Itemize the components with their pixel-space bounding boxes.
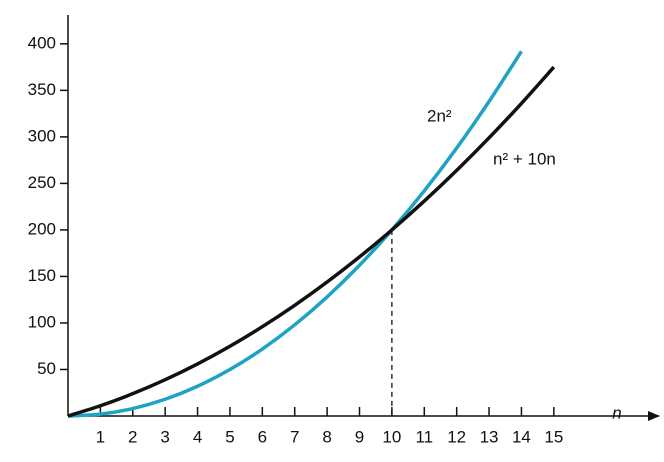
x-tick-label: 15 (544, 427, 563, 446)
x-tick-label: 1 (96, 427, 105, 446)
x-tick-label: 11 (415, 427, 433, 446)
x-tick-label: 3 (160, 427, 169, 446)
x-tick-label: 6 (258, 427, 267, 446)
y-tick-label: 350 (28, 80, 56, 99)
x-tick-label: 10 (382, 427, 401, 446)
x-tick-label: 14 (512, 427, 531, 446)
x-axis-label: n (612, 403, 621, 422)
series-label: n² + 10n (493, 149, 556, 168)
x-tick-label: 5 (225, 427, 234, 446)
y-tick-label: 200 (28, 219, 56, 238)
x-tick-label: 8 (322, 427, 331, 446)
y-tick-label: 250 (28, 173, 56, 192)
y-tick-label: 400 (28, 33, 56, 52)
x-tick-label: 9 (355, 427, 364, 446)
y-tick-label: 300 (28, 126, 56, 145)
x-tick-label: 13 (480, 427, 499, 446)
x-tick-label: 12 (447, 427, 466, 446)
series-line (67, 65, 556, 418)
series-label: 2n² (427, 106, 452, 125)
series-line (67, 50, 523, 418)
y-tick-label: 50 (37, 359, 56, 378)
x-tick-label: 7 (290, 427, 299, 446)
y-tick-label: 100 (28, 312, 56, 331)
x-tick-label: 4 (193, 427, 202, 446)
y-tick-label: 150 (28, 266, 56, 285)
x-tick-label: 2 (128, 427, 137, 446)
